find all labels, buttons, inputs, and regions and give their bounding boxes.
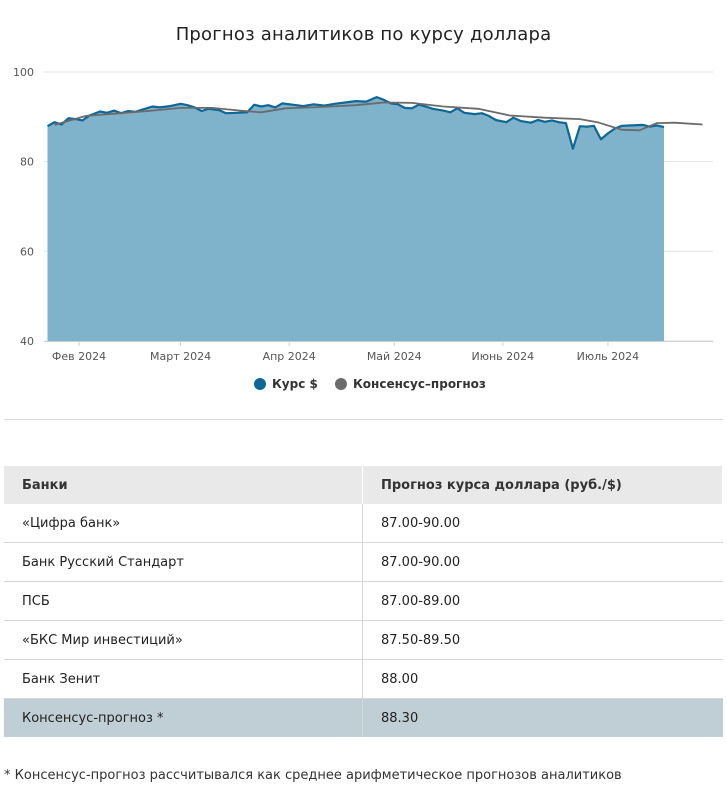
forecast-value-cell: 87.00-90.00 (362, 542, 723, 582)
series (46, 96, 703, 341)
forecast-value-cell: 87.00-89.00 (362, 581, 723, 621)
bank-name-cell: Банк Русский Стандарт (4, 542, 363, 582)
table-row: «Цифра банк» 87.00-90.00 (4, 504, 723, 543)
footnote: * Консенсус-прогноз рассчитывался как ср… (4, 768, 622, 783)
bank-name-cell: Банк Зенит (4, 659, 363, 699)
legend: Курс $ Консенсус–прогноз (254, 377, 486, 391)
consensus-row: Консенсус-прогноз * 88.30 (4, 698, 723, 737)
chart-title: Прогноз аналитиков по курсу доллара (175, 24, 552, 45)
legend-marker-icon (254, 378, 266, 390)
section-divider (4, 419, 723, 420)
usd-forecast-chart: 100 80 60 40 Фев 2024 Март 2024 Апр 2024 Май 2… (13, 66, 713, 391)
x-tick-label: Апр 2024 (263, 350, 316, 363)
usd-rate-line (46, 96, 665, 150)
legend-marker-icon (335, 378, 347, 390)
y-axis-ticks: 100 80 60 40 (13, 66, 34, 348)
legend-label: Консенсус–прогноз (353, 377, 486, 391)
column-header-banks: Банки (4, 466, 363, 504)
y-tick-label: 100 (13, 66, 34, 79)
usd-rate-area (47, 97, 664, 341)
x-tick-label: Фев 2024 (52, 350, 106, 363)
column-header-forecast: Прогноз курса доллара (руб./$) (362, 466, 723, 504)
y-tick-label: 60 (20, 245, 34, 258)
consensus-forecast-line (54, 101, 703, 132)
consensus-label-cell: Консенсус-прогноз * (4, 698, 363, 737)
consensus-value-cell: 88.30 (362, 698, 723, 737)
y-tick-label: 40 (20, 335, 34, 348)
bank-name-cell: «Цифра банк» (4, 504, 363, 543)
bank-forecast-table: Банки Прогноз курса доллара (руб./$) «Ци… (4, 466, 723, 737)
y-tick-label: 80 (20, 156, 34, 169)
forecast-value-cell: 87.00-90.00 (362, 504, 723, 543)
x-tick-label: Март 2024 (150, 350, 211, 363)
forecast-value-cell: 87.50-89.50 (362, 620, 723, 660)
x-tick-label: Июль 2024 (577, 350, 640, 363)
legend-label: Курс $ (272, 377, 318, 391)
x-tick-label: Июнь 2024 (472, 350, 535, 363)
bank-name-cell: «БКС Мир инвестиций» (4, 620, 363, 660)
forecast-value-cell: 88.00 (362, 659, 723, 699)
table-row: Банк Русский Стандарт 87.00-90.00 (4, 542, 723, 582)
table-row: Банк Зенит 88.00 (4, 659, 723, 699)
x-tick-label: Май 2024 (367, 350, 422, 363)
table-row: ПСБ 87.00-89.00 (4, 581, 723, 621)
table-header-row: Банки Прогноз курса доллара (руб./$) (4, 466, 723, 504)
table-row: «БКС Мир инвестиций» 87.50-89.50 (4, 620, 723, 660)
x-axis: Фев 2024 Март 2024 Апр 2024 Май 2024 Июнь 20… (44, 341, 713, 363)
bank-name-cell: ПСБ (4, 581, 363, 621)
